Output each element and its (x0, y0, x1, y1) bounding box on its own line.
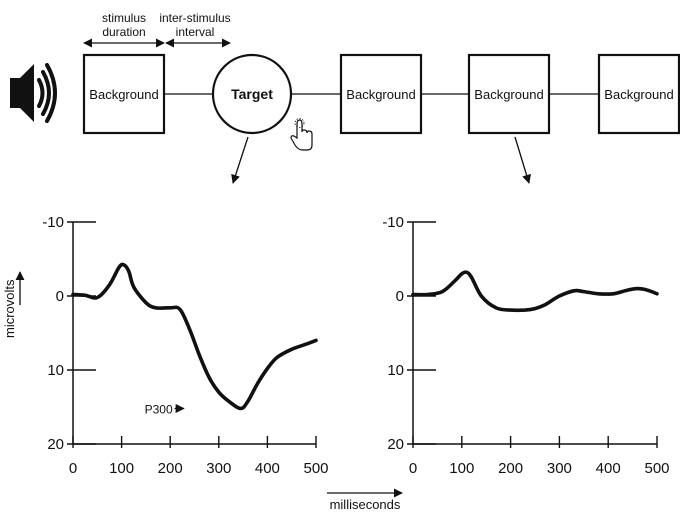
arrow-target-to-left-plot (231, 136, 249, 184)
erp-waveform-line (71, 262, 318, 411)
y-tick-label: 0 (56, 288, 64, 305)
stimulus-duration-label-line2: duration (102, 25, 145, 39)
x-tick-label: 500 (303, 460, 328, 477)
speaker-icon (10, 63, 57, 123)
erp-waveform-line (411, 270, 659, 313)
hand-pointer-icon (290, 118, 313, 151)
x-tick-label: 500 (644, 460, 669, 477)
x-tick-label: 400 (255, 460, 280, 477)
x-tick-label: 200 (498, 460, 523, 477)
y-tick-label: -10 (42, 214, 64, 231)
stimulus-background-2: Background (339, 53, 423, 135)
p300-annotation-label: P300 (145, 402, 173, 416)
x-tick-label: 300 (206, 460, 231, 477)
stimulus-background-1: Background (82, 53, 166, 135)
y-tick-label: 20 (47, 436, 64, 453)
x-axis-title-group: milliseconds (327, 488, 403, 512)
y-tick-label: 20 (387, 436, 404, 453)
y-axis-title-group: microvolts (2, 271, 25, 338)
stimulus-background-4: Background (597, 53, 680, 135)
arrow-background-to-right-plot (514, 136, 531, 184)
stimulus-label: Background (604, 87, 673, 102)
stimulus-label: Background (89, 87, 158, 102)
x-tick-label: 100 (109, 460, 134, 477)
y-tick-label: 10 (387, 362, 404, 379)
stimulus-label: Background (474, 87, 543, 102)
stimulus-background-3: Background (467, 53, 551, 135)
x-tick-label: 0 (409, 460, 417, 477)
target-label: Target (231, 86, 273, 102)
x-axis-title: milliseconds (330, 497, 401, 512)
y-tick-label: 10 (47, 362, 64, 379)
x-tick-label: 100 (449, 460, 474, 477)
stimulus-duration-label-line1: stimulus (102, 11, 146, 25)
y-axis-title: microvolts (2, 279, 17, 338)
isi-label-line2: interval (176, 25, 215, 39)
y-tick-label: -10 (382, 214, 404, 231)
x-tick-label: 300 (547, 460, 572, 477)
x-tick-label: 0 (69, 460, 77, 477)
y-tick-label: 0 (396, 288, 404, 305)
stimulus-target: Target (211, 53, 293, 135)
stimulus-duration-annotation: stimulus duration (83, 11, 165, 48)
x-tick-label: 200 (158, 460, 183, 477)
x-tick-label: 400 (596, 460, 621, 477)
isi-label-line1: inter-stimulus (159, 11, 230, 25)
stimulus-label: Background (346, 87, 415, 102)
isi-annotation: inter-stimulus interval (159, 11, 231, 48)
